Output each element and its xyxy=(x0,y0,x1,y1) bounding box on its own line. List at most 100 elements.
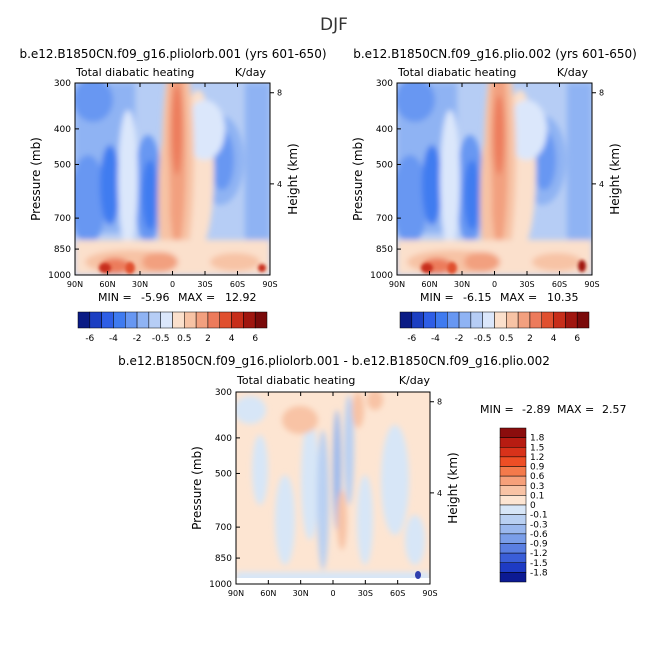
panel-c-colorbar-label: -0.9 xyxy=(530,540,548,550)
panel-a-colorbar-box xyxy=(89,311,102,329)
panel-a-colorbar-box xyxy=(207,311,220,329)
panel-c-y-tick-label: 1000 xyxy=(209,580,232,590)
panel-b-y2-tick-label: 8 xyxy=(599,89,604,98)
panel-c-max-label: MAX = xyxy=(557,403,594,416)
panel-a-colorbar-label: 0.5 xyxy=(177,334,191,344)
panel-b-colorbar-label: 6 xyxy=(574,334,580,344)
panel-c-colorbar-box xyxy=(499,562,527,573)
panel-c-colorbar-box xyxy=(499,552,527,563)
panel-c-x-tick-label: 90S xyxy=(422,589,437,598)
panel-c-min-label: MIN = xyxy=(480,403,514,416)
panel-c-colorbar-label: -1.5 xyxy=(530,559,548,569)
panel-c-colorbar-box xyxy=(499,437,527,448)
panel-c-colorbar-label: 0.9 xyxy=(530,463,545,473)
panel-b-y-tick-label: 850 xyxy=(376,245,393,255)
panel-b-x-tick-label: 60S xyxy=(552,280,567,289)
panel-c-colorbar-label: 1.2 xyxy=(530,453,544,463)
panel-c-colorbar-label: 0 xyxy=(530,501,536,511)
panel-a-ylabel: Pressure (mb) xyxy=(29,137,43,221)
panel-a-colorbar-box xyxy=(160,311,173,329)
panel-b-colorbar-label: -0.5 xyxy=(474,334,492,344)
panel-a-units: K/day xyxy=(235,66,267,79)
panel-b-colorbar-box xyxy=(565,311,578,329)
panel-c-colorbar-box xyxy=(499,524,527,535)
panel-c-colorbar-box xyxy=(499,514,527,525)
panel-b-colorbar-box xyxy=(541,311,554,329)
panel-b-y-tick-label: 700 xyxy=(376,214,393,224)
panel-c-max: 2.57 xyxy=(602,403,627,416)
panel-c-y-tick-label: 850 xyxy=(215,554,232,564)
panel-b-colorbar-box xyxy=(529,311,542,329)
panel-a-x-tick-label: 60S xyxy=(230,280,245,289)
panel-c-colorbar-box xyxy=(499,504,527,515)
panel-a-y-tick-label: 300 xyxy=(54,79,71,89)
panel-c-variable: Total diabatic heating xyxy=(236,374,355,387)
panel-b-variable: Total diabatic heating xyxy=(397,66,516,79)
panel-b-x-tick-label: 30S xyxy=(519,280,534,289)
panel-c-x-tick-label: 0 xyxy=(330,589,335,598)
panel-a-colorbar-label: -2 xyxy=(133,334,142,344)
panel-c-axes: 90N 60N 30N 0 30S 60S 90S 300 400 500 700 850 1000 4 8… xyxy=(190,388,460,598)
panel-b-colorbar-box xyxy=(576,311,590,329)
panel-a-colorbar-box xyxy=(101,311,114,329)
panel-b-ylabel: Pressure (mb) xyxy=(351,137,365,221)
panel-b-y-tick-label: 500 xyxy=(376,160,393,170)
figure-title: DJF xyxy=(320,15,348,35)
panel-b-y2-tick-label: 4 xyxy=(599,180,604,189)
panel-a-y-tick-label: 850 xyxy=(54,245,71,255)
panel-a-colorbar-label: -0.5 xyxy=(152,334,170,344)
panel-b-colorbar-box xyxy=(494,311,507,329)
panel-c-y2-tick-label: 8 xyxy=(437,398,442,407)
panel-b-colorbar-box xyxy=(553,311,566,329)
panel-b-x-tick-label: 90S xyxy=(584,280,599,289)
panel-b-colorbar-box xyxy=(482,311,495,329)
panel-c-colorbar-label: 1.5 xyxy=(530,443,544,453)
panel-b-x-tick-label: 30N xyxy=(454,280,470,289)
panel-b-colorbar-box xyxy=(435,311,448,329)
panel-c-colorbar-label: -0.1 xyxy=(530,511,548,521)
panel-b-colorbar-label: -2 xyxy=(455,334,464,344)
panel-b-colorbar-box xyxy=(506,311,519,329)
panel-c-colorbar-box xyxy=(499,495,527,506)
panel-a-y-tick-label: 1000 xyxy=(48,271,71,281)
panel-b-colorbar-box xyxy=(517,311,531,329)
panel-a-colorbar-box xyxy=(184,311,197,329)
panel-b: b.e12.B1850CN.f09_g16.plio.002 (yrs 601-… xyxy=(351,47,637,344)
panel-b-y-tick-label: 300 xyxy=(376,79,393,89)
panel-c-colorbar-label: -1.2 xyxy=(530,549,548,559)
panel-b-colorbar-label: 0.5 xyxy=(499,334,513,344)
panel-c-x-tick-label: 30S xyxy=(358,589,373,598)
panel-a-x-tick-label: 30N xyxy=(132,280,148,289)
panel-b-y2label: Height (km) xyxy=(608,143,622,214)
panel-c: b.e12.B1850CN.f09_g16.pliolorb.001 - b.e… xyxy=(118,354,626,598)
panel-a-colorbar-box xyxy=(113,311,126,329)
panel-c-y-tick-label: 300 xyxy=(215,388,232,398)
panel-c-min: -2.89 xyxy=(522,403,550,416)
panel-a-y2-tick-label: 4 xyxy=(277,180,282,189)
panel-a-title: b.e12.B1850CN.f09_g16.pliolorb.001 (yrs … xyxy=(19,47,326,61)
panel-b-x-tick-label: 0 xyxy=(492,280,497,289)
panel-a-colorbar: -6 -4 -2 -0.5 0.5 2 4 6 xyxy=(77,311,268,344)
panel-a-colorbar-box xyxy=(125,311,138,329)
panel-b-colorbar-label: 4 xyxy=(551,334,557,344)
panel-b-colorbar-label: -6 xyxy=(407,334,416,344)
panel-a-y-tick-label: 700 xyxy=(54,214,71,224)
panel-c-colorbar-box xyxy=(499,485,527,496)
panel-b-title: b.e12.B1850CN.f09_g16.plio.002 (yrs 601-… xyxy=(353,47,637,61)
panel-c-x-tick-label: 90N xyxy=(228,589,244,598)
panel-c-title: b.e12.B1850CN.f09_g16.pliolorb.001 - b.e… xyxy=(118,354,550,368)
panel-a-max-label: MAX = xyxy=(178,291,215,304)
panel-b-min: -6.15 xyxy=(463,291,491,304)
panel-c-colorbar-label: -1.8 xyxy=(530,568,548,578)
panel-a-min: -5.96 xyxy=(141,291,169,304)
panel-b-x-tick-label: 60N xyxy=(421,280,437,289)
panel-b-y-tick-label: 400 xyxy=(376,125,393,135)
panel-b-colorbar-box xyxy=(447,311,460,329)
panel-a-colorbar-label: 2 xyxy=(205,334,211,344)
panel-c-colorbar-box xyxy=(499,533,527,544)
panel-c-colorbar-label: -0.6 xyxy=(530,530,548,540)
panel-c-colorbar-label: 1.8 xyxy=(530,434,545,444)
panel-c-x-tick-label: 60S xyxy=(390,589,405,598)
panel-a-colorbar-box xyxy=(254,311,268,329)
